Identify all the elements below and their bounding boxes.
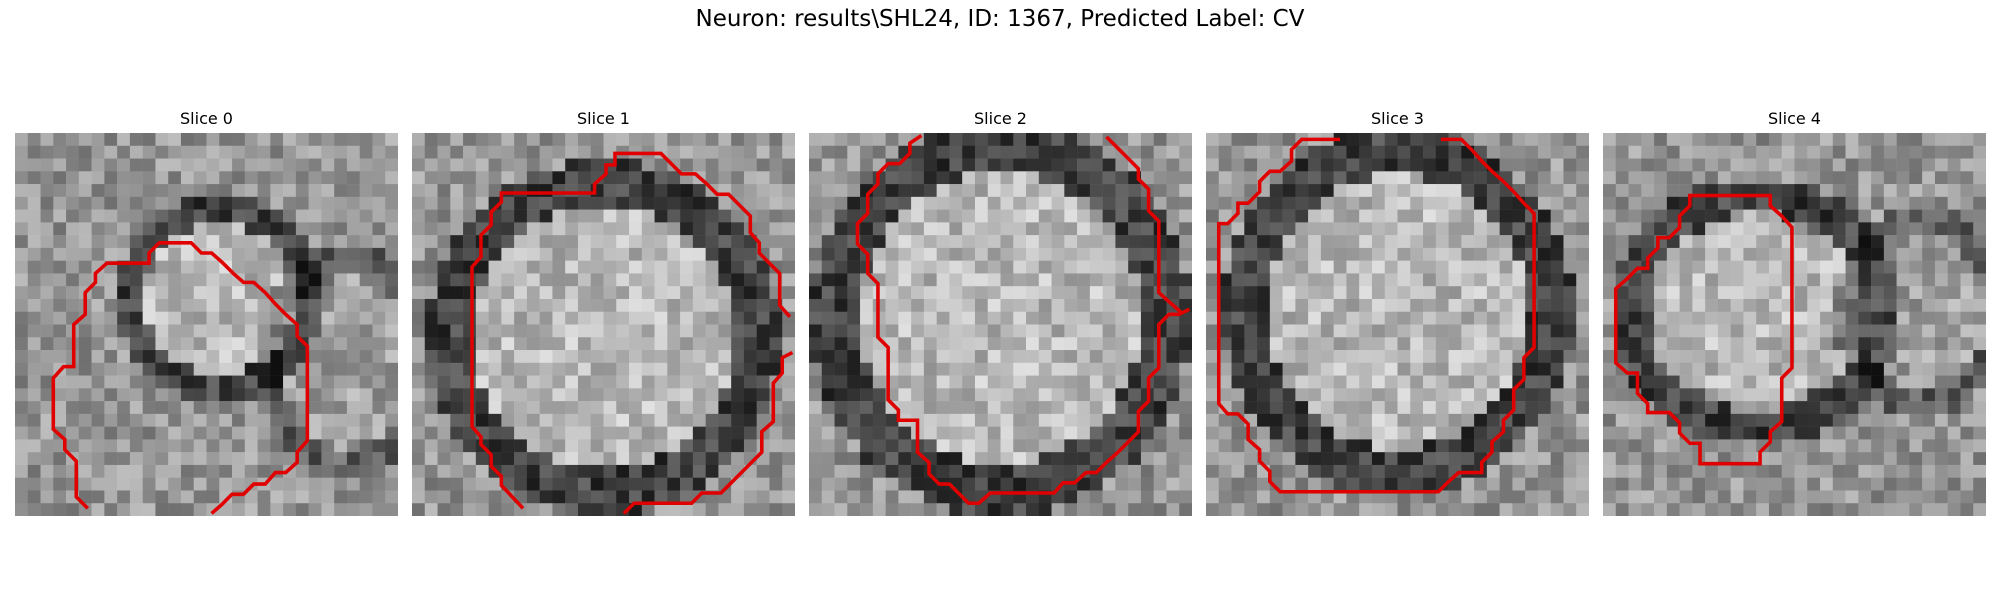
slice-image [1206, 133, 1589, 516]
segmentation-contour [51, 241, 310, 515]
grayscale-microscopy-image [1603, 133, 1986, 516]
segmentation-contour [1216, 137, 1536, 494]
grayscale-microscopy-image [412, 133, 795, 516]
slice-title: Slice 1 [577, 109, 630, 128]
slice-image [1603, 133, 1986, 516]
slice-image [412, 133, 795, 516]
slice-panel-0: Slice 0 [15, 108, 398, 516]
slice-image [809, 133, 1192, 516]
segmentation-contour [855, 134, 1191, 506]
slice-title: Slice 4 [1768, 109, 1821, 128]
segmentation-contour [1613, 193, 1794, 466]
grayscale-microscopy-image [809, 133, 1192, 516]
segmentation-contour [470, 151, 792, 510]
grayscale-microscopy-image [1206, 133, 1589, 516]
segmentation-contour [622, 350, 794, 515]
slice-image [15, 133, 398, 516]
slice-title: Slice 0 [180, 109, 233, 128]
grayscale-microscopy-image [15, 133, 398, 516]
slice-panel-3: Slice 3 [1206, 108, 1589, 516]
slice-title: Slice 3 [1371, 109, 1424, 128]
slice-title: Slice 2 [974, 109, 1027, 128]
segmentation-contour [1105, 135, 1183, 315]
slice-panel-4: Slice 4 [1603, 108, 1986, 516]
slice-panel-2: Slice 2 [809, 108, 1192, 516]
slice-panel-1: Slice 1 [412, 108, 795, 516]
figure-title: Neuron: results\SHL24, ID: 1367, Predict… [695, 6, 1305, 32]
